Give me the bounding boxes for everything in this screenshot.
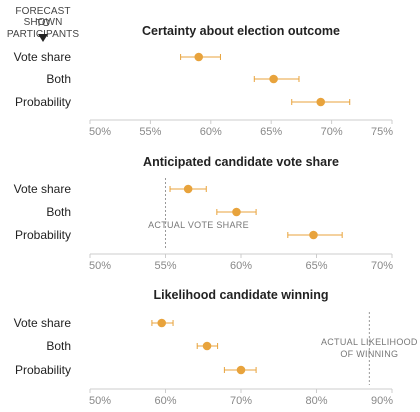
x-tick-label: 50% [89, 395, 111, 407]
x-tick-label: 65% [305, 260, 327, 272]
x-tick-label: 90% [371, 395, 393, 407]
category-label: Probability [15, 95, 71, 109]
x-tick-label: 75% [371, 126, 393, 138]
x-tick-label: 70% [321, 126, 343, 138]
down-arrow-icon [38, 34, 48, 42]
x-tick-label: 80% [305, 395, 327, 407]
x-tick-label: 55% [139, 126, 161, 138]
data-point [194, 52, 204, 62]
category-label: Probability [15, 363, 71, 377]
header-line-1: FORECAST SHOWN [15, 6, 71, 28]
panel-title: Anticipated candidate vote share [143, 155, 339, 169]
category-label: Both [46, 72, 71, 86]
category-label: Vote share [14, 50, 72, 64]
data-point [269, 74, 278, 84]
data-point [232, 207, 241, 217]
category-label: Both [46, 205, 71, 219]
x-tick-label: 50% [89, 126, 111, 138]
reference-label: ACTUAL LIKELIHOOD [321, 337, 418, 347]
category-label: Both [46, 339, 71, 353]
reference-label: ACTUAL VOTE SHARE [148, 220, 249, 230]
x-tick-label: 60% [200, 126, 222, 138]
panel-title: Certainty about election outcome [142, 24, 340, 38]
data-point [316, 97, 326, 107]
x-tick-label: 55% [154, 260, 176, 272]
category-label: Vote share [14, 316, 72, 330]
data-point [309, 230, 318, 240]
data-point [236, 365, 246, 375]
x-tick-label: 65% [260, 126, 282, 138]
x-tick-label: 70% [230, 395, 252, 407]
data-point [202, 341, 212, 351]
x-tick-label: 70% [371, 260, 393, 272]
x-tick-label: 60% [154, 395, 176, 407]
category-label: Vote share [14, 182, 72, 196]
panel-title: Likelihood candidate winning [153, 288, 328, 302]
reference-label: OF WINNING [340, 349, 398, 359]
data-point [157, 318, 167, 328]
x-tick-label: 50% [89, 260, 111, 272]
data-point [183, 184, 193, 194]
x-tick-label: 60% [230, 260, 252, 272]
category-label: Probability [15, 228, 71, 242]
